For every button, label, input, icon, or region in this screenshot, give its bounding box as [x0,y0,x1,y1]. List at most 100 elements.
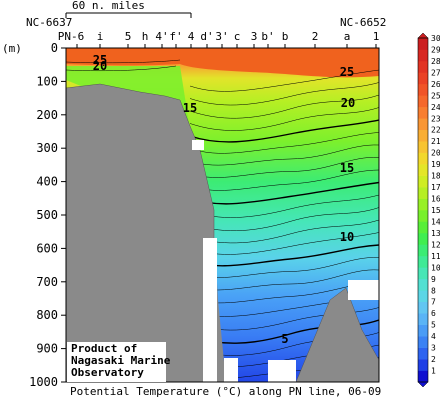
colorbar-segment [418,83,428,96]
chart-title: Potential Temperature (°C) along PN line… [70,385,381,398]
colorbar-tick-label: 18 [431,172,440,181]
station-label: PN-6 [58,30,85,43]
isotherm-line [189,144,379,166]
station-label: h [142,30,149,43]
colorbar-tick-label: 8 [431,286,436,295]
station-label: b [282,30,289,43]
contour-label: 20 [341,96,355,110]
colorbar-frame [417,37,429,383]
colorbar-segment [418,267,428,280]
isotherm-line [189,82,379,106]
contour-label: 20 [93,59,107,73]
isotherm-line [189,94,379,119]
colorbar-segment [418,198,428,211]
colorbar-segment [418,232,428,245]
station-label: 5 [125,30,132,43]
colorbar-tick-label: 14 [431,217,440,226]
warm-surface-layer [66,48,379,78]
no-data-block-3 [224,358,238,382]
colorbar-tick-label: 30 [431,34,440,43]
colorbar-tick-label: 22 [431,126,440,135]
station-label: c [234,30,241,43]
y-tick-label: 200 [36,108,58,122]
station-label: 1 [373,30,380,43]
contour-label: 15 [183,101,197,115]
contour-label: 25 [93,53,107,67]
colorbar-segment [418,278,428,291]
colorbar-tick-label: 28 [431,57,440,66]
station-label: f' [169,30,182,43]
station-axis: PN-6 i 5 h 4' f' 4 d' 3' c 3 b' b 2 a 1 [58,30,380,48]
contour-label: 15 [340,161,354,175]
colorbar-segment [418,347,428,360]
colorbar-segment [418,175,428,188]
no-data-block-4 [348,280,379,300]
station-label: i [97,30,104,43]
colorbar-segment [418,313,428,325]
y-tick-label: 100 [36,74,58,88]
annotation-text: Product of Nagasaki Marine Observatory [71,342,171,379]
isotherm-line [66,65,177,72]
colorbar-min-arrow [417,381,429,388]
no-data-block-2 [203,238,217,383]
colorbar-tick-label: 5 [431,321,436,330]
colorbar-segment [418,106,428,119]
colorbar-segment [418,49,428,62]
station-label: 3 [251,30,258,43]
colorbar-segment [418,60,428,73]
y-tick-label: 700 [36,275,58,289]
colorbar-tick-label: 10 [431,263,440,272]
annotation-line: Product of [71,342,137,355]
isotherm-line [66,59,181,64]
annotation-box: Product of Nagasaki Marine Observatory [67,342,171,382]
annotation-line: Observatory [71,366,144,379]
scale-bar-label: 60 n. miles [72,0,145,12]
y-tick-label: 400 [36,175,58,189]
colorbar-tick-label: 21 [431,137,440,146]
colorbar-tick-label: 3 [431,344,436,353]
isotherm-line [189,107,379,131]
station-label: 4' [155,30,168,43]
colorbar-segment [418,359,428,371]
colorbar-tick-label: 6 [431,309,436,318]
colorbar-segment [418,221,428,234]
station-label: d' [200,30,213,43]
colorbar-segment [418,187,428,199]
no-data-block-5 [268,360,296,382]
colorbar-tick-label: 26 [431,80,440,89]
isotherm-line [189,132,379,154]
station-label: 3' [215,30,228,43]
colorbar-segment [418,164,428,176]
colorbar-tick-label: 1 [431,367,436,376]
colorbar-segment [418,152,428,165]
isotherm-line [189,194,379,218]
colorbar-segment [418,38,428,50]
y-tick-label: 900 [36,342,58,356]
y-axis: 0 100 200 300 400 500 600 700 800 900 1000 [29,41,66,389]
colorbar-tick-label: 11 [431,252,440,261]
station-label: a [344,30,351,43]
colorbar-tick-label: 23 [431,114,440,123]
colorbar-tick-label: 20 [431,149,440,158]
colorbar-tick-label: 12 [431,240,440,249]
colorbar-tick-label: 19 [431,160,440,169]
colorbar-segment [418,336,428,348]
y-tick-label: 0 [51,41,58,55]
station-label: 4 [188,30,195,43]
no-data-block-1 [192,140,204,150]
colorbar-tick-label: 7 [431,298,436,307]
scale-bar: 60 n. miles [65,0,192,18]
colorbar-tick-label: 15 [431,206,440,215]
colorbar-segment [418,255,428,268]
colorbar-tick-label: 9 [431,275,436,284]
colorbar-tick-label: 24 [431,103,440,112]
station-label: 2 [312,30,319,43]
y-tick-label: 600 [36,241,58,255]
y-axis-label: (m) [2,42,22,55]
colorbar-tick-label: 17 [431,183,440,192]
colorbar-segment [418,118,428,131]
seafloor-terrain [65,83,380,383]
end-station-right: NC-6652 [340,16,386,29]
